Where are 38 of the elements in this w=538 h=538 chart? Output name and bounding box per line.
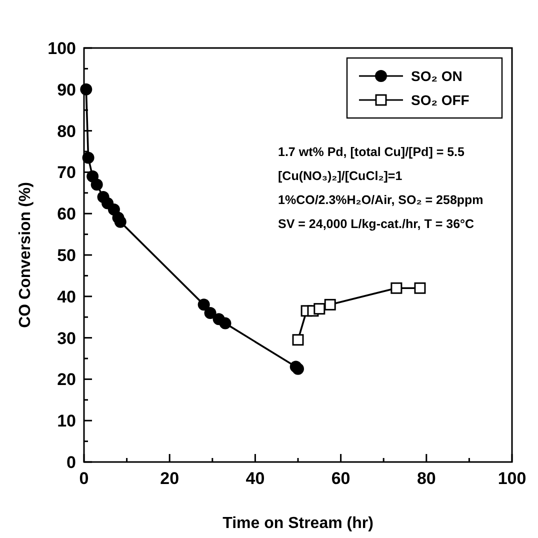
- x-tick-label: 80: [416, 469, 436, 488]
- y-tick-label: 100: [48, 39, 76, 58]
- y-tick-label: 70: [57, 163, 76, 182]
- point: [114, 216, 126, 228]
- point: [292, 362, 304, 375]
- annotation: SV = 24,000 L/kg-cat./hr, T = 36°C: [278, 217, 474, 231]
- y-tick-label: 90: [57, 80, 76, 100]
- x-tick-label: 20: [160, 469, 180, 488]
- legend-label: SO₂ OFF: [411, 92, 470, 108]
- y-tick-label: 60: [57, 204, 76, 224]
- y-tick-label: 20: [57, 370, 76, 390]
- point: [390, 282, 402, 294]
- point: [198, 298, 210, 311]
- annotation: 1.7 wt% Pd, [total Cu]/[Pd] = 5.5: [278, 145, 465, 159]
- x-axis-title: Time on Stream (hr): [222, 515, 374, 532]
- point: [314, 303, 326, 315]
- annotation: 1%CO/2.3%H₂O/Air, SO₂ = 258ppm: [278, 193, 484, 207]
- point: [204, 306, 216, 319]
- point: [219, 317, 232, 330]
- y-tick-label: 40: [57, 287, 76, 306]
- y-tick-label: 0: [66, 453, 76, 472]
- legend-label: SO₂ ON: [411, 68, 462, 84]
- point: [414, 282, 426, 294]
- y-axis-title: CO Conversion (%): [17, 182, 34, 328]
- point: [292, 334, 304, 346]
- x-tick-label: 0: [79, 469, 89, 488]
- point: [90, 178, 103, 191]
- x-tick-label: 60: [331, 469, 350, 488]
- y-tick-label: 30: [57, 328, 76, 348]
- point: [324, 298, 336, 310]
- x-tick-label: 40: [246, 469, 265, 488]
- point: [82, 152, 94, 164]
- y-tick-label: 80: [57, 122, 76, 141]
- point: [80, 83, 92, 96]
- y-tick-label: 10: [57, 412, 76, 431]
- x-tick-label: 100: [498, 469, 526, 488]
- y-tick-label: 50: [57, 246, 76, 265]
- annotation: [Cu(NO₃)₂]/[CuCl₂]=1: [278, 169, 402, 183]
